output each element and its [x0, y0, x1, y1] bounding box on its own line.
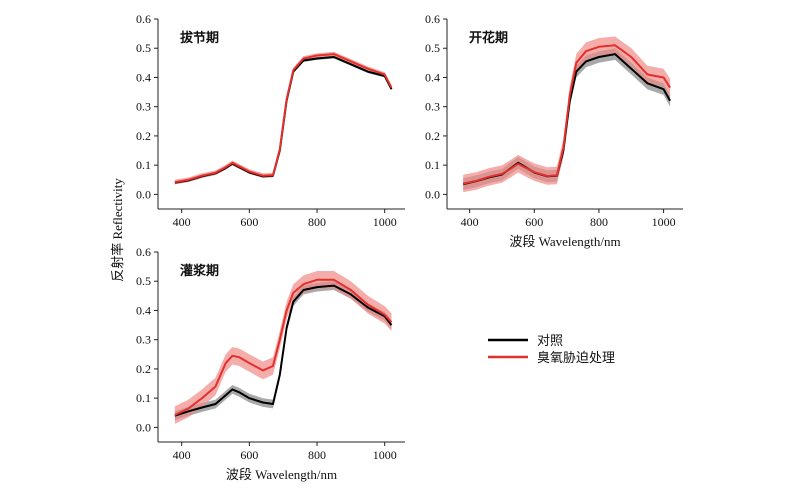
y-tick-label: 0.6 [425, 12, 440, 26]
y-tick-label: 0.2 [425, 129, 440, 143]
y-tick-label: 0.0 [136, 187, 151, 201]
y-tick-label: 0.2 [136, 362, 151, 376]
x-axis-title: 波段 Wavelength/nm [226, 467, 337, 482]
y-tick-label: 0.3 [425, 100, 440, 114]
panel-jointing: 0.0 0.1 0.2 0.3 0.4 0.5 0.6 400 600 800 1000 拔节期 [136, 12, 405, 229]
panel-title: 拔节期 [180, 30, 219, 45]
x-tick-label: 1000 [652, 215, 676, 229]
y-tick-label: 0.3 [136, 333, 151, 347]
panel-flowering: 0.0 0.1 0.2 0.3 0.4 0.5 0.6 400 600 800 1000 开花期波段 … [425, 12, 683, 249]
x-tick-label: 400 [173, 215, 191, 229]
series-line-treatment [174, 53, 393, 184]
y-tick-label: 0.3 [136, 100, 151, 114]
panel-filling: 0.0 0.1 0.2 0.3 0.4 0.5 0.6 400 600 800 1000 灌浆期波段 … [136, 245, 405, 482]
x-axis-title: 波段 Wavelength/nm [509, 234, 620, 249]
y-tick-label: 0.6 [136, 12, 151, 26]
panel-title: 开花期 [469, 30, 508, 45]
y-tick-label: 0.1 [136, 391, 151, 405]
series-line-treatment [462, 44, 671, 185]
series-line-treatment [174, 278, 393, 416]
x-tick-label: 400 [173, 448, 191, 462]
series-line-control [174, 284, 393, 417]
y-tick-label: 0.4 [136, 303, 151, 317]
x-tick-label: 800 [590, 215, 608, 229]
panel-title: 灌浆期 [180, 263, 219, 278]
x-tick-label: 600 [525, 215, 543, 229]
y-tick-label: 0.1 [136, 158, 151, 172]
x-tick-label: 600 [240, 448, 258, 462]
x-tick-label: 1000 [373, 448, 397, 462]
x-tick-label: 400 [461, 215, 479, 229]
x-tick-label: 800 [308, 448, 326, 462]
y-tick-label: 0.5 [136, 274, 151, 288]
y-tick-label: 0.4 [136, 70, 151, 84]
y-tick-label: 0.0 [425, 187, 440, 201]
y-tick-label: 0.0 [136, 420, 151, 434]
y-tick-label: 0.2 [136, 129, 151, 143]
legend-label: 对照 [537, 333, 563, 348]
x-tick-label: 1000 [373, 215, 397, 229]
x-tick-label: 600 [240, 215, 258, 229]
y-tick-label: 0.4 [425, 70, 440, 84]
y-axis-title: 反射率 Reflectivity [110, 178, 125, 282]
y-tick-label: 0.5 [425, 41, 440, 55]
y-tick-label: 0.5 [136, 41, 151, 55]
x-tick-label: 800 [308, 215, 326, 229]
legend-label: 臭氧胁迫处理 [537, 350, 615, 365]
y-tick-label: 0.1 [425, 158, 440, 172]
y-tick-label: 0.6 [136, 245, 151, 259]
